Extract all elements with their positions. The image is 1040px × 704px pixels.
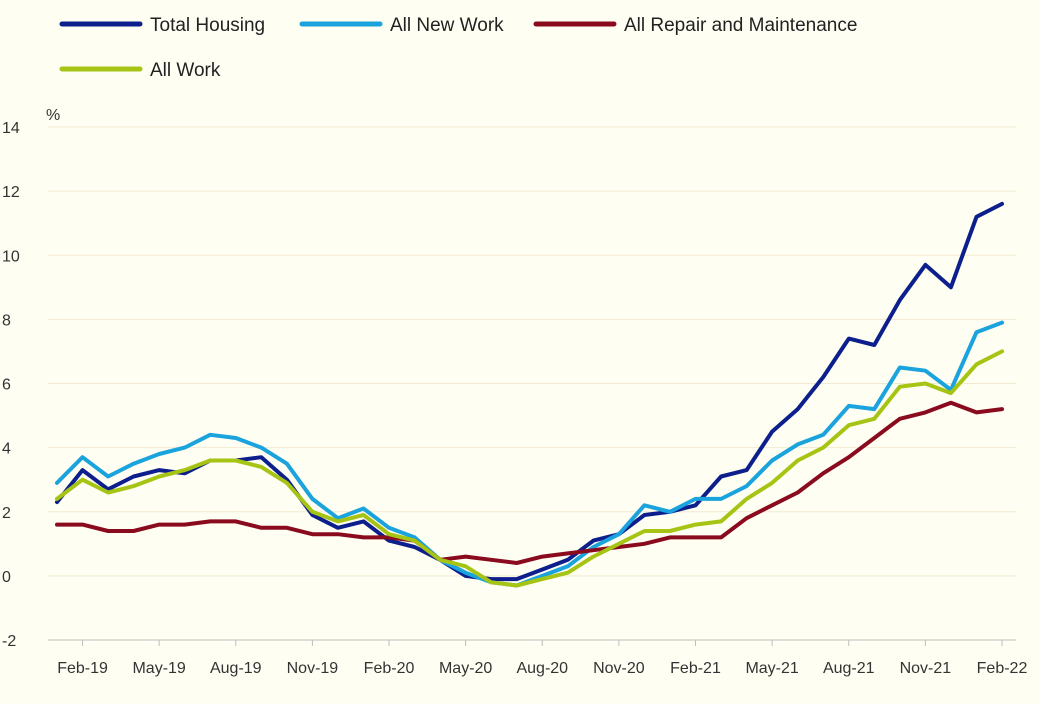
grid: [48, 126, 1016, 577]
legend-label: All Work: [150, 60, 221, 81]
y-tick-label: 10: [2, 248, 20, 265]
x-tick-label: Feb-20: [364, 660, 415, 677]
y-axis: -2 0 2 4 6 8 10 12 14: [2, 120, 20, 650]
legend-label: All Repair and Maintenance: [624, 15, 857, 36]
x-tick-label: May-21: [745, 660, 798, 677]
x-tick-label: Aug-19: [210, 660, 262, 677]
x-axis: Feb-19 May-19 Aug-19 Nov-19 Feb-20 May-20 Aug-…: [48, 639, 1028, 677]
y-tick-label: -2: [2, 633, 16, 650]
x-tick-label: May-20: [439, 660, 492, 677]
x-tick-label: Nov-19: [287, 660, 339, 677]
x-tick-label: Nov-21: [900, 660, 952, 677]
series-lines: [55, 201, 1004, 588]
x-tick-label: May-19: [132, 660, 185, 677]
x-tick-label: Feb-19: [57, 660, 108, 677]
series-line-all-new-work: [55, 320, 1004, 588]
x-tick-label: Feb-22: [977, 660, 1028, 677]
series-line-all-repair-and-maintenance: [55, 400, 1004, 565]
y-tick-label: 4: [2, 441, 11, 458]
y-tick-label: 6: [2, 377, 11, 394]
y-tick-label: 12: [2, 184, 20, 201]
y-tick-label: 14: [2, 120, 20, 137]
x-tick-label: Feb-21: [670, 660, 721, 677]
x-tick-label: Nov-20: [593, 660, 645, 677]
x-tick-label: Aug-21: [823, 660, 875, 677]
legend: Total Housing All New Work All Repair and …: [59, 15, 857, 81]
y-tick-label: 2: [2, 505, 11, 522]
legend-label: Total Housing: [150, 15, 265, 36]
y-tick-label: 0: [2, 569, 11, 586]
y-tick-label: 8: [2, 312, 11, 329]
y-axis-label: %: [46, 107, 60, 124]
series-line-all-work: [55, 349, 1004, 588]
x-tick-label: Aug-20: [516, 660, 568, 677]
legend-label: All New Work: [390, 15, 504, 36]
